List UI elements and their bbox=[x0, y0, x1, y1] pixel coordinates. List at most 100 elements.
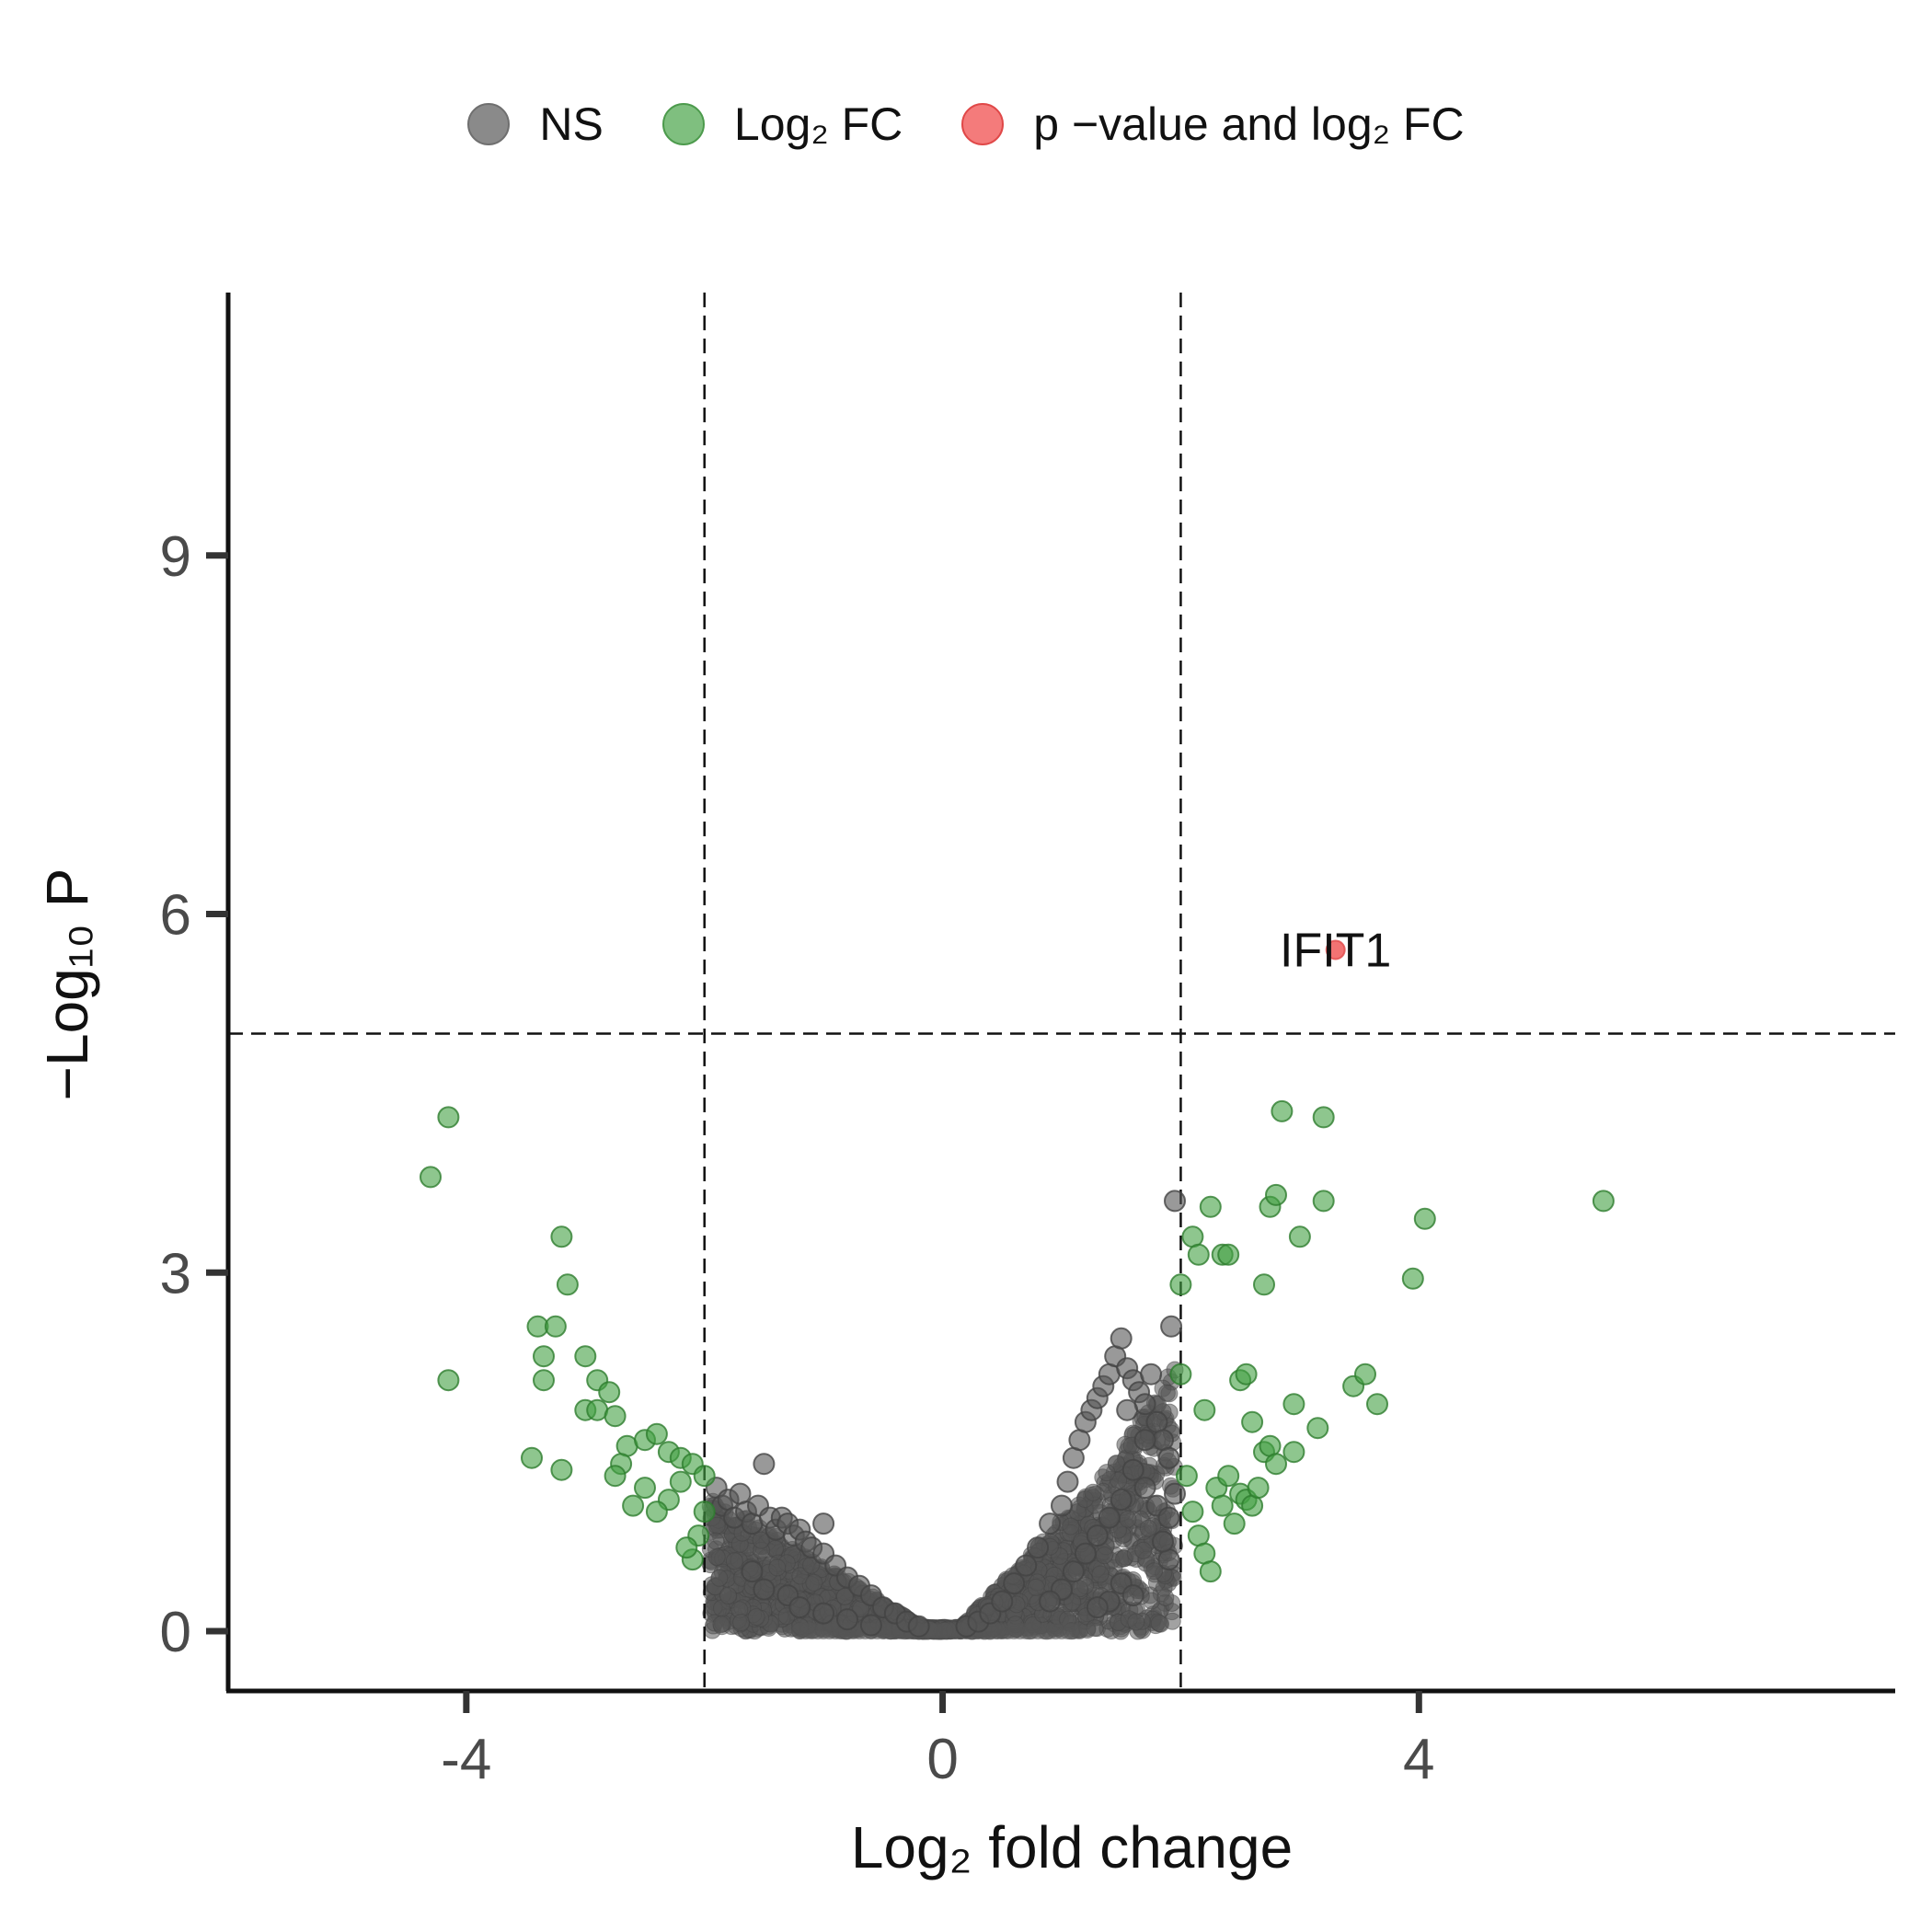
point-log2fc bbox=[574, 1345, 597, 1368]
ns-cloud-point bbox=[725, 1552, 743, 1570]
ns-cloud-point bbox=[1084, 1483, 1102, 1501]
point-log2fc bbox=[604, 1465, 627, 1488]
ns-cloud-point bbox=[1095, 1547, 1113, 1565]
point-log2fc bbox=[1217, 1465, 1240, 1488]
legend-item-log2fc: Log₂ FC bbox=[661, 98, 903, 151]
ns-cloud-point bbox=[1157, 1384, 1176, 1402]
point-log2fc bbox=[1265, 1453, 1287, 1476]
x-tick-label: 0 bbox=[926, 1728, 958, 1791]
legend-swatch-log2fc bbox=[661, 103, 705, 145]
point-ns bbox=[1110, 1489, 1133, 1512]
point-log2fc bbox=[556, 1273, 579, 1296]
point-ns bbox=[753, 1578, 776, 1601]
point-log2fc bbox=[533, 1369, 555, 1392]
point-log2fc bbox=[1235, 1363, 1258, 1386]
ns-cloud-point bbox=[1156, 1589, 1175, 1606]
legend-item-ns: NS bbox=[467, 98, 604, 151]
ns-cloud-point bbox=[747, 1608, 765, 1627]
point-ns bbox=[1140, 1363, 1163, 1386]
point-ns bbox=[1152, 1530, 1174, 1553]
ns-cloud-point bbox=[768, 1558, 787, 1577]
point-ns bbox=[991, 1590, 1014, 1613]
point-ns bbox=[1164, 1190, 1186, 1213]
point-log2fc bbox=[550, 1458, 573, 1481]
legend-swatch-ns bbox=[467, 103, 511, 145]
ns-cloud-point bbox=[752, 1531, 770, 1549]
point-log2fc bbox=[634, 1477, 656, 1500]
ns-cloud-point bbox=[1134, 1541, 1153, 1559]
ns-cloud-point bbox=[719, 1586, 737, 1604]
ns-cloud-point bbox=[1098, 1464, 1116, 1482]
gene-labels: IFIT1 bbox=[1280, 925, 1391, 978]
axes bbox=[225, 293, 1895, 1694]
point-log2fc bbox=[693, 1465, 716, 1488]
point-log2fc bbox=[669, 1470, 692, 1493]
point-ns bbox=[1133, 1429, 1156, 1452]
point-log2fc bbox=[1288, 1225, 1311, 1248]
ticks: -4 0 4 0 3 6 9 bbox=[160, 525, 1435, 1791]
point-log2fc bbox=[1312, 1106, 1335, 1129]
ns-cloud-point bbox=[707, 1547, 726, 1566]
point-ns bbox=[1062, 1560, 1085, 1583]
point-ns bbox=[859, 1614, 882, 1637]
point-log2fc bbox=[544, 1315, 567, 1338]
ns-cloud-point bbox=[1145, 1562, 1163, 1581]
y-tick-label: 0 bbox=[160, 1601, 191, 1664]
point-ns bbox=[1098, 1506, 1121, 1529]
point-log2fc bbox=[521, 1446, 543, 1469]
point-ns bbox=[1121, 1458, 1144, 1481]
point-ns bbox=[812, 1512, 835, 1535]
point-ns bbox=[1027, 1536, 1050, 1559]
point-log2fc bbox=[675, 1536, 698, 1559]
point-ns bbox=[753, 1453, 776, 1476]
point-log2fc bbox=[622, 1494, 645, 1517]
ns-cloud-point bbox=[1127, 1613, 1145, 1631]
point-log2fc bbox=[1592, 1190, 1615, 1213]
point-log2fc bbox=[1366, 1393, 1388, 1416]
legend: NS Log₂ FC p −value and log₂ FC bbox=[0, 87, 1932, 161]
point-log2fc bbox=[533, 1345, 555, 1368]
y-tick-label: 3 bbox=[160, 1242, 191, 1305]
point-ns bbox=[1051, 1494, 1073, 1517]
point-ns bbox=[1160, 1315, 1183, 1338]
point-log2fc bbox=[1223, 1512, 1246, 1535]
point-log2fc bbox=[1306, 1417, 1329, 1440]
legend-item-pvalue-log2fc: p −value and log₂ FC bbox=[961, 98, 1465, 151]
y-tick-label: 6 bbox=[160, 884, 191, 948]
point-pvalue-log2fc bbox=[1325, 939, 1346, 960]
ns-cloud-point bbox=[1150, 1615, 1168, 1633]
point-log2fc bbox=[437, 1106, 460, 1129]
point-ns bbox=[1015, 1554, 1038, 1577]
point-ns bbox=[1074, 1542, 1097, 1565]
point-log2fc bbox=[693, 1501, 716, 1524]
point-log2fc bbox=[1169, 1363, 1192, 1386]
ns-cloud-point bbox=[1071, 1623, 1088, 1639]
ns-cloud-point bbox=[712, 1616, 730, 1634]
ns-cloud-point bbox=[1086, 1619, 1104, 1638]
point-log2fc bbox=[1187, 1243, 1210, 1266]
point-log2fc bbox=[1413, 1207, 1436, 1230]
y-axis-title: −Log₁₀ P bbox=[34, 868, 100, 1101]
scatter-points bbox=[420, 939, 1615, 1638]
point-ns bbox=[1039, 1590, 1062, 1613]
point-log2fc bbox=[1175, 1465, 1198, 1488]
point-log2fc bbox=[1241, 1410, 1264, 1433]
point-ns bbox=[1086, 1596, 1109, 1619]
point-log2fc bbox=[604, 1405, 627, 1428]
point-ns bbox=[836, 1608, 858, 1631]
point-ns bbox=[1133, 1477, 1156, 1500]
point-log2fc bbox=[645, 1501, 668, 1524]
point-log2fc bbox=[437, 1369, 460, 1392]
point-ns bbox=[1110, 1327, 1133, 1350]
point-ns bbox=[812, 1602, 835, 1625]
point-ns bbox=[1003, 1572, 1026, 1595]
ns-cloud-point bbox=[732, 1614, 751, 1631]
point-ns bbox=[741, 1560, 764, 1583]
point-log2fc bbox=[645, 1422, 668, 1445]
point-ns bbox=[1157, 1446, 1180, 1469]
point-ns bbox=[788, 1596, 811, 1619]
point-log2fc bbox=[598, 1381, 621, 1404]
point-log2fc bbox=[1271, 1099, 1294, 1122]
x-tick-label: 4 bbox=[1403, 1728, 1434, 1791]
